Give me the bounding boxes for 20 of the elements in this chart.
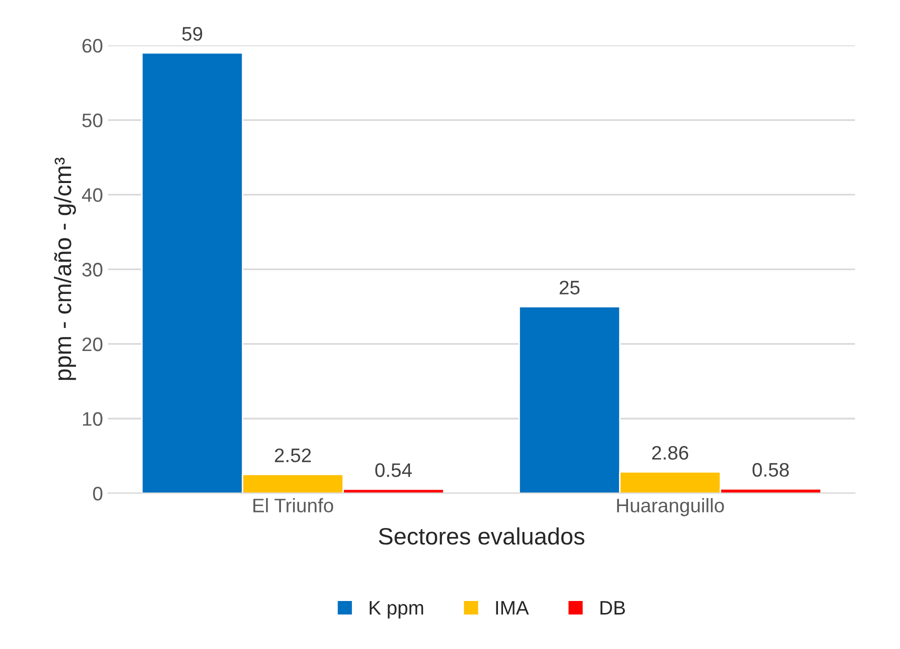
x-tick-label: El Triunfo <box>253 498 334 512</box>
y-axis-title: ppm - cm/año - g/cm³ <box>54 158 76 380</box>
y-tick-label: 20 <box>82 337 102 352</box>
y-tick-label: 60 <box>82 38 102 53</box>
data-label: 59 <box>182 26 202 41</box>
y-tick-label: 10 <box>82 412 102 426</box>
y-tick-label: 50 <box>82 114 102 128</box>
x-tick-label: Huaranguillo <box>617 498 724 516</box>
data-label: 0.58 <box>752 462 789 477</box>
y-tick-label: 0 <box>93 486 102 500</box>
y-tick-label: 40 <box>82 188 102 202</box>
data-label: 0.54 <box>375 463 412 478</box>
y-tick-label: 30 <box>82 262 102 277</box>
x-axis-title: Sectores evaluados <box>378 527 584 545</box>
legend-label: K ppm <box>370 601 424 619</box>
legend-label: IMA <box>496 601 529 614</box>
data-label: 2.86 <box>652 446 688 460</box>
data-label: 25 <box>560 280 580 294</box>
data-label: 2.52 <box>274 448 311 462</box>
legend-label: DB <box>600 601 625 614</box>
